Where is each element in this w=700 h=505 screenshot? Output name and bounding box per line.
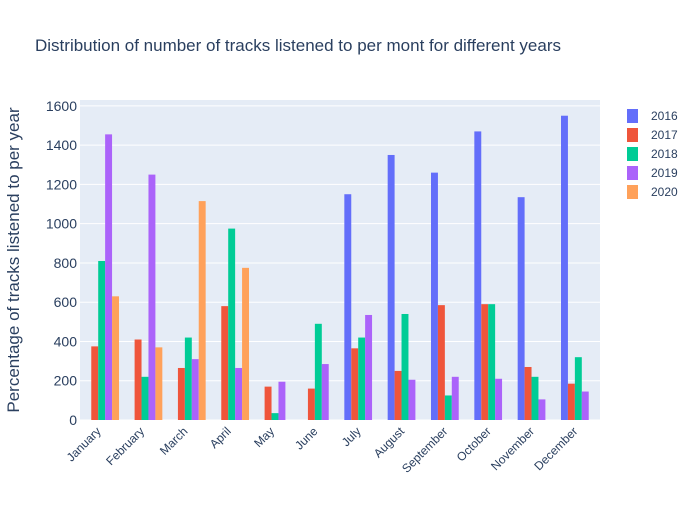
y-tick-label: 1400 [46, 137, 77, 153]
bar-2016-august[interactable] [387, 154, 395, 420]
bar-2018-february[interactable] [141, 376, 149, 420]
y-tick-label: 0 [69, 412, 77, 428]
bar-2018-january[interactable] [98, 260, 106, 420]
legend-item-2018[interactable]: 2018 [627, 147, 678, 161]
legend-swatch [627, 185, 638, 199]
y-tick-label: 800 [54, 255, 78, 271]
x-axis-ticks: January February March April May June July Augu… [64, 424, 581, 476]
bar-2019-february[interactable] [148, 174, 156, 420]
bar-2019-january[interactable] [105, 134, 113, 421]
bar-2020-april[interactable] [242, 267, 249, 420]
x-tick-label: April [207, 424, 234, 451]
bar-2018-september[interactable] [444, 395, 452, 420]
legend-item-2017[interactable]: 2017 [627, 128, 678, 142]
x-tick-label: July [339, 424, 364, 449]
bar-2019-september[interactable] [451, 376, 459, 420]
bar-2019-august[interactable] [408, 379, 416, 420]
bar-2019-october[interactable] [495, 378, 503, 420]
bar-2018-april[interactable] [228, 228, 236, 420]
bar-2016-november[interactable] [517, 197, 525, 420]
bar-2019-march[interactable] [191, 359, 199, 420]
x-tick-label: August [371, 424, 408, 461]
bar-2019-july[interactable] [365, 314, 373, 420]
bar-2019-december[interactable] [581, 391, 589, 420]
bar-2017-july[interactable] [351, 348, 359, 420]
x-tick-label: March [157, 424, 190, 457]
legend-label: 2017 [651, 128, 678, 142]
bar-2020-march[interactable] [198, 201, 206, 420]
bar-2019-april[interactable] [235, 367, 243, 420]
legend-item-2016[interactable]: 2016 [627, 109, 678, 123]
y-tick-label: 400 [54, 333, 78, 349]
bar-2017-december[interactable] [567, 383, 575, 420]
y-tick-label: 600 [54, 294, 78, 310]
gridlines [80, 105, 600, 421]
bar-2017-october[interactable] [481, 304, 489, 420]
legend-item-2020[interactable]: 2020 [627, 185, 678, 199]
legend-label: 2018 [651, 147, 678, 161]
x-tick-label: January [64, 424, 104, 464]
y-axis-label: Percentage of tracks listened to per yea… [4, 107, 23, 413]
legend-label: 2019 [651, 166, 678, 180]
y-tick-label: 200 [54, 373, 78, 389]
bar-2016-october[interactable] [474, 131, 482, 420]
x-tick-label: September [399, 424, 450, 475]
plot-area [80, 100, 600, 420]
legend-label: 2020 [651, 185, 678, 199]
bar-2018-december[interactable] [574, 357, 582, 420]
y-tick-label: 1000 [46, 216, 77, 232]
bar-2017-february[interactable] [134, 339, 142, 420]
legend: 2016 2017 2018 2019 2020 [627, 109, 678, 199]
bar-2016-september[interactable] [431, 172, 438, 420]
x-tick-label: October [454, 424, 494, 464]
bar-2017-june[interactable] [307, 388, 315, 420]
bar-2018-october[interactable] [488, 304, 496, 420]
bar-2017-may[interactable] [264, 386, 272, 420]
bar-2020-january[interactable] [112, 296, 119, 420]
legend-label: 2016 [651, 109, 678, 123]
legend-swatch [627, 166, 638, 180]
x-tick-label: December [531, 424, 580, 473]
bar-2018-november[interactable] [531, 376, 539, 420]
legend-swatch [627, 109, 638, 123]
bar-2016-december[interactable] [561, 115, 568, 421]
bar-2017-november[interactable] [524, 366, 532, 420]
x-tick-label: November [488, 424, 537, 473]
bar-2019-may[interactable] [278, 381, 286, 420]
x-tick-label: February [103, 424, 147, 468]
bar-2018-july[interactable] [358, 337, 366, 420]
y-tick-label: 1200 [46, 176, 77, 192]
chart-title: Distribution of number of tracks listene… [35, 36, 561, 55]
bar-2019-june[interactable] [321, 364, 329, 420]
bar-2017-march[interactable] [177, 367, 185, 420]
y-axis-ticks: 0 200 400 600 800 1000 1200 1400 1600 [46, 98, 77, 428]
bar-2019-november[interactable] [538, 399, 546, 420]
x-tick-label: June [292, 424, 321, 453]
bar-2017-august[interactable] [394, 370, 402, 420]
bar-2016-july[interactable] [344, 194, 352, 420]
bar-2017-january[interactable] [91, 346, 99, 420]
bar-2017-september[interactable] [437, 305, 445, 420]
x-tick-label: May [251, 424, 277, 450]
bar-2018-june[interactable] [314, 323, 322, 420]
y-tick-label: 1600 [46, 98, 77, 114]
bar-2018-march[interactable] [184, 337, 192, 420]
legend-item-2019[interactable]: 2019 [627, 166, 678, 180]
legend-swatch [627, 128, 638, 142]
bar-2017-april[interactable] [221, 306, 229, 420]
bar-2018-august[interactable] [401, 313, 409, 420]
bar-2020-february[interactable] [155, 347, 163, 420]
legend-swatch [627, 147, 638, 161]
bars [91, 115, 589, 421]
bar-2018-may[interactable] [271, 413, 279, 420]
